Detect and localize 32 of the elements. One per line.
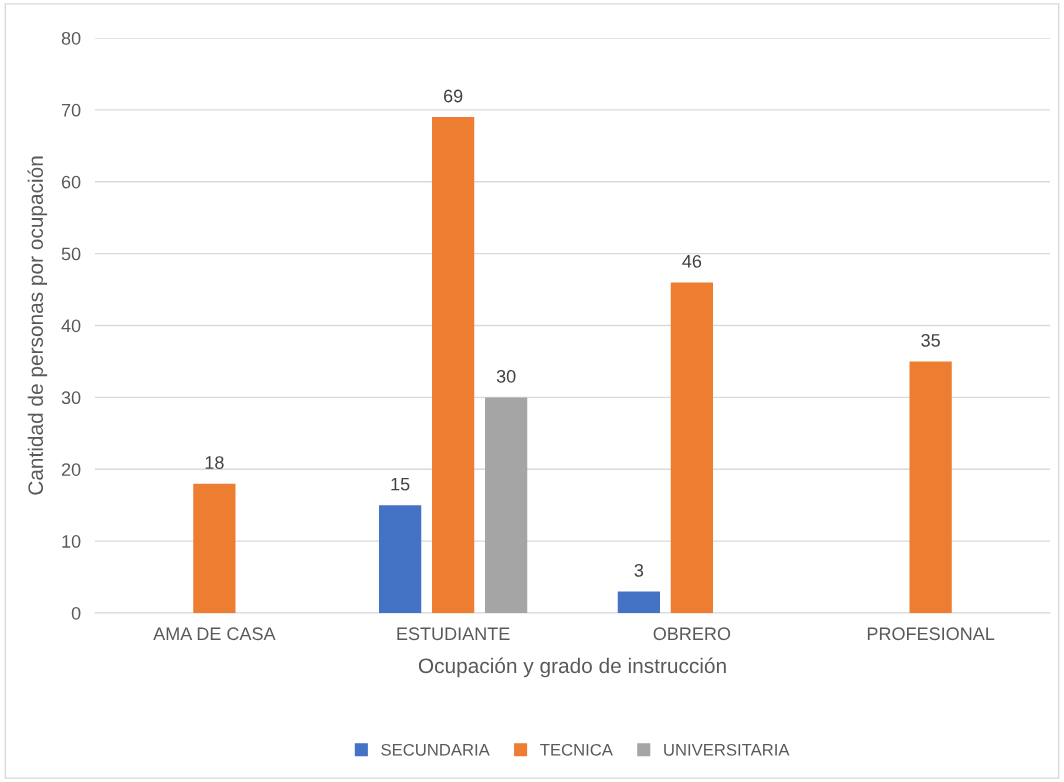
y-tick-label: 10 (62, 535, 81, 548)
data-label: 46 (682, 254, 702, 268)
y-tick-label: 70 (61, 103, 81, 117)
y-tick-label: 40 (61, 319, 81, 333)
bar (432, 117, 475, 613)
data-label: 35 (921, 333, 940, 347)
data-label: 69 (444, 89, 463, 103)
y-tick-label: 50 (61, 247, 81, 261)
data-label: 18 (205, 456, 224, 469)
y-tick-label: 30 (61, 391, 81, 405)
x-tick-label: OBRERO (653, 627, 731, 641)
y-axis-title: Cantidad de personas por ocupación (27, 156, 48, 495)
data-label: 3 (634, 563, 644, 577)
bar (909, 361, 952, 613)
legend-label: UNIVERSITARIA (664, 743, 790, 756)
bar (378, 505, 422, 613)
legend-label: SECUNDARIA (381, 743, 490, 756)
bar (485, 397, 528, 613)
data-label: 15 (391, 477, 410, 491)
bar (617, 591, 660, 613)
data-label: 30 (496, 369, 516, 383)
y-tick-label: 0 (71, 606, 81, 620)
y-tick-label: 60 (61, 175, 81, 189)
y-tick-label: 80 (61, 31, 81, 45)
legend-label: TECNICA (540, 743, 613, 756)
bar (193, 483, 236, 613)
x-tick-label: ESTUDIANTE (397, 627, 510, 641)
x-axis-title: Ocupación y grado de instrucción (418, 657, 726, 678)
y-tick-label: 20 (61, 463, 81, 476)
bar (670, 282, 713, 613)
x-tick-label: PROFESIONAL (867, 627, 995, 641)
x-tick-label: AMA DE CASA (153, 627, 276, 641)
